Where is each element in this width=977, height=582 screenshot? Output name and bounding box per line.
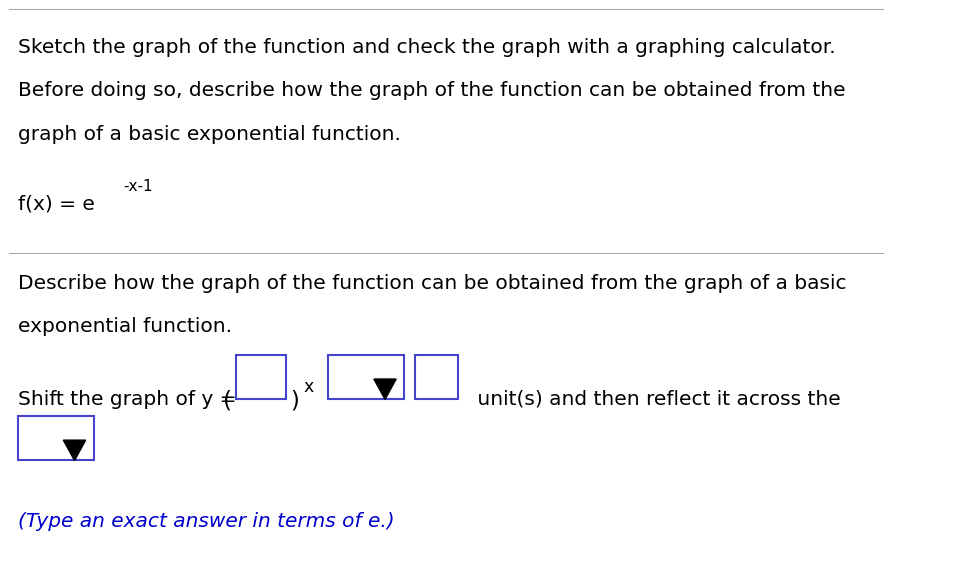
- Text: ): ): [290, 390, 299, 413]
- Text: f(x) = e: f(x) = e: [18, 195, 95, 214]
- Text: (Type an exact answer in terms of e.): (Type an exact answer in terms of e.): [18, 512, 394, 531]
- Text: unit(s) and then reflect it across the: unit(s) and then reflect it across the: [471, 390, 840, 409]
- Text: graph of a basic exponential function.: graph of a basic exponential function.: [18, 125, 401, 144]
- FancyBboxPatch shape: [18, 416, 94, 460]
- Text: (: (: [223, 390, 232, 413]
- Text: Describe how the graph of the function can be obtained from the graph of a basic: Describe how the graph of the function c…: [18, 274, 845, 293]
- Polygon shape: [373, 379, 396, 399]
- FancyBboxPatch shape: [236, 355, 285, 399]
- FancyBboxPatch shape: [328, 355, 404, 399]
- Text: Before doing so, describe how the graph of the function can be obtained from the: Before doing so, describe how the graph …: [18, 81, 844, 101]
- Polygon shape: [64, 440, 86, 460]
- Text: Sketch the graph of the function and check the graph with a graphing calculator.: Sketch the graph of the function and che…: [18, 38, 834, 57]
- Text: exponential function.: exponential function.: [18, 317, 232, 336]
- Text: -x-1: -x-1: [123, 179, 152, 194]
- Text: Shift the graph of y =: Shift the graph of y =: [18, 390, 242, 409]
- FancyBboxPatch shape: [414, 355, 457, 399]
- Text: x: x: [303, 378, 314, 396]
